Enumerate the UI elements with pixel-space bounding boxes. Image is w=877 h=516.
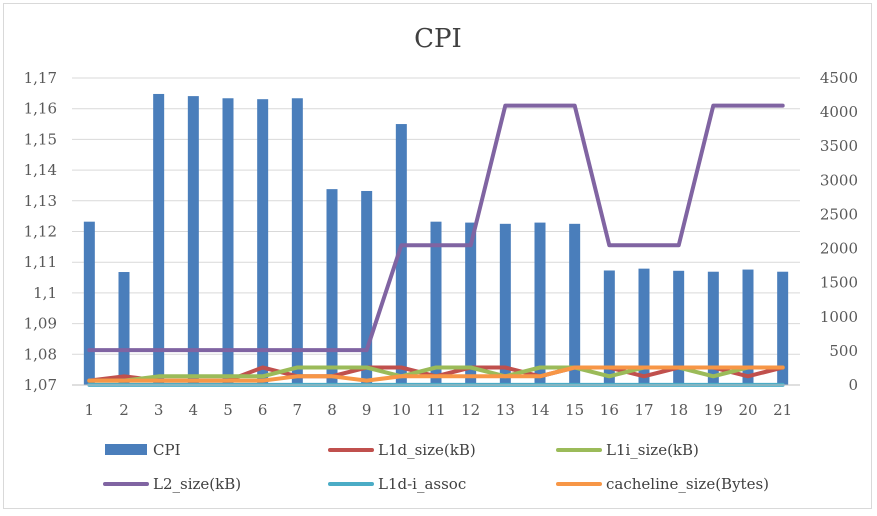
right-tick-label: 0: [848, 376, 858, 394]
x-axis: 1 2 3 4 5 6 7 8 9 10 11 12 13 14 15 16 17 18 19 20 21: [85, 401, 793, 419]
x-tick-label: 8: [327, 401, 337, 419]
x-tick-label: 13: [496, 401, 515, 419]
left-axis: 1,07 1,08 1,09 1,1 1,11 1,12 1,13 1,14 1,15 1,16 1…: [24, 69, 57, 394]
series-line: [87, 365, 785, 383]
cpi-bar: [326, 189, 338, 385]
x-tick-label: 20: [738, 401, 757, 419]
x-tick-label: 7: [293, 401, 303, 419]
cpi-bars: [83, 93, 789, 386]
cpi-bar: [83, 221, 95, 385]
legend-label: cacheline_size(Bytes): [606, 475, 769, 493]
x-tick-label: 12: [461, 401, 480, 419]
cpi-bar: [534, 222, 546, 385]
left-tick-label: 1,12: [24, 223, 57, 241]
cpi-bar: [430, 221, 442, 385]
chart-title: CPI: [414, 24, 462, 54]
cpi-bar: [603, 270, 615, 385]
left-tick-label: 1,17: [24, 69, 57, 87]
x-tick-label: 16: [600, 401, 619, 419]
left-tick-label: 1,08: [24, 345, 57, 363]
x-tick-label: 4: [189, 401, 199, 419]
cpi-bar: [673, 270, 685, 385]
right-tick-label: 3500: [820, 137, 858, 155]
legend: CPI L1d_size(kB) L1i_size(kB) L2_size(kB) L1…: [103, 441, 769, 493]
x-tick-label: 19: [704, 401, 723, 419]
cpi-bar: [222, 98, 234, 386]
x-tick-label: 1: [85, 401, 95, 419]
right-tick-label: 4000: [820, 103, 858, 121]
x-tick-label: 2: [119, 401, 129, 419]
right-tick-label: 500: [829, 342, 858, 360]
right-tick-label: 2000: [820, 240, 858, 258]
left-tick-label: 1,13: [24, 192, 57, 210]
cpi-bar: [465, 222, 477, 385]
x-tick-label: 11: [426, 401, 445, 419]
cpi-bar: [291, 98, 303, 386]
left-tick-label: 1,09: [24, 315, 57, 333]
left-tick-label: 1,16: [24, 100, 57, 118]
legend-label: L2_size(kB): [153, 475, 241, 493]
legend-label: L1d_size(kB): [378, 441, 476, 459]
x-tick-label: 17: [634, 401, 653, 419]
cpi-bar: [569, 223, 581, 385]
cpi-bar: [499, 223, 511, 385]
cpi-bar: [361, 190, 373, 385]
x-tick-label: 18: [669, 401, 688, 419]
left-tick-label: 1,1: [33, 284, 57, 302]
x-tick-label: 15: [565, 401, 584, 419]
cpi-bar: [395, 124, 407, 386]
right-tick-label: 3000: [820, 171, 858, 189]
left-tick-label: 1,15: [24, 130, 57, 148]
x-tick-label: 21: [773, 401, 792, 419]
x-tick-label: 14: [530, 401, 549, 419]
right-tick-label: 1000: [820, 308, 858, 326]
cpi-bar: [153, 93, 165, 386]
legend-swatch: [105, 444, 147, 455]
cpi-bar: [742, 269, 754, 385]
cpi-bar: [777, 271, 789, 385]
x-tick-label: 10: [392, 401, 411, 419]
cpi-bar: [638, 268, 650, 385]
x-tick-label: 3: [154, 401, 164, 419]
series-line: [87, 103, 785, 353]
right-tick-label: 1500: [820, 274, 858, 292]
cpi-bar: [187, 96, 199, 385]
cpi-bar: [707, 271, 719, 385]
legend-label: L1i_size(kB): [606, 441, 699, 459]
legend-label: L1d-i_assoc: [378, 475, 466, 493]
right-tick-label: 4500: [820, 69, 858, 87]
x-tick-label: 9: [362, 401, 372, 419]
left-tick-label: 1,07: [24, 376, 57, 394]
legend-label: CPI: [153, 441, 181, 459]
left-tick-label: 1,14: [24, 161, 57, 179]
left-tick-label: 1,11: [24, 253, 57, 271]
x-tick-label: 5: [223, 401, 233, 419]
right-axis: 0 500 1000 1500 2000 2500 3000 3500 4000 4500: [820, 69, 858, 394]
x-tick-label: 6: [258, 401, 268, 419]
right-tick-label: 2500: [820, 205, 858, 223]
cpi-bar: [257, 99, 269, 386]
cpi-bar: [118, 272, 130, 385]
